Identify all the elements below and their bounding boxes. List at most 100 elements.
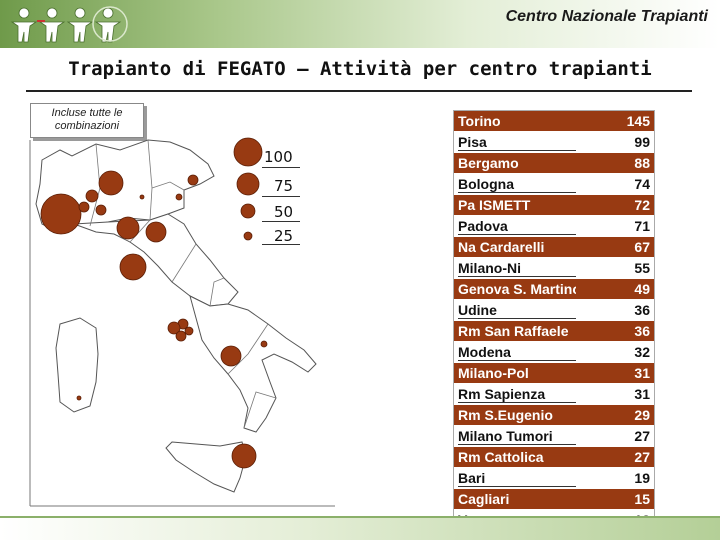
legend-label-50: 50 bbox=[274, 203, 294, 221]
center-name: Rm S.Eugenio bbox=[458, 407, 553, 423]
table-row: Modena 32 bbox=[454, 342, 654, 363]
center-name: Udine bbox=[458, 302, 576, 319]
center-value: 29 bbox=[634, 407, 650, 423]
marker-pisa bbox=[119, 253, 147, 281]
marker-brescia bbox=[139, 194, 145, 200]
map-frame bbox=[29, 140, 335, 507]
center-value: 19 bbox=[634, 470, 650, 486]
legend-circle-50 bbox=[240, 203, 256, 219]
center-value: 88 bbox=[634, 155, 650, 171]
center-value: 27 bbox=[634, 428, 650, 444]
center-name: Pisa bbox=[458, 134, 576, 151]
header-band bbox=[0, 0, 720, 48]
marker-roma-b bbox=[167, 321, 181, 335]
center-value: 72 bbox=[634, 197, 650, 213]
center-value: 32 bbox=[634, 344, 650, 360]
footer-band bbox=[0, 516, 720, 540]
marker-milano-b bbox=[85, 189, 99, 203]
center-value: 15 bbox=[634, 491, 650, 507]
center-value: 55 bbox=[634, 260, 650, 276]
table-row: Rm Sapienza 31 bbox=[454, 384, 654, 405]
center-name: Milano-Ni bbox=[458, 260, 576, 277]
center-name: Pa ISMETT bbox=[458, 197, 531, 213]
legend-label-25: 25 bbox=[274, 227, 294, 245]
center-value: 36 bbox=[634, 302, 650, 318]
table-row: Padova 71 bbox=[454, 216, 654, 237]
cnt-logo bbox=[10, 6, 128, 43]
marker-palermo bbox=[231, 443, 257, 469]
center-name: Genova S. Martino bbox=[458, 281, 576, 297]
table-row: Pa ISMETT 72 bbox=[454, 195, 654, 216]
center-name: Padova bbox=[458, 218, 576, 235]
center-name: Milano Tumori bbox=[458, 428, 576, 445]
marker-napoli bbox=[220, 345, 242, 367]
center-value: 67 bbox=[634, 239, 650, 255]
legend-circle-75 bbox=[236, 172, 260, 196]
slide-title: Trapianto di FEGATO – Attività per centr… bbox=[68, 58, 652, 80]
table-row: Pisa 99 bbox=[454, 132, 654, 153]
center-name: Rm San Raffaele bbox=[458, 323, 569, 339]
table-row: Milano-Ni 55 bbox=[454, 258, 654, 279]
table-row: Bergamo 88 bbox=[454, 153, 654, 174]
note-text: Incluse tutte le combinazioni bbox=[51, 107, 123, 132]
marker-roma-c bbox=[184, 326, 194, 336]
marker-bari bbox=[260, 340, 268, 348]
center-value: 36 bbox=[634, 323, 650, 339]
center-value: 145 bbox=[626, 113, 650, 129]
marker-torino bbox=[40, 193, 82, 235]
center-name: Rm Cattolica bbox=[458, 449, 544, 465]
table-row: Na Cardarelli 67 bbox=[454, 237, 654, 258]
legend-rule-100 bbox=[262, 167, 300, 168]
table-row: Rm S.Eugenio 29 bbox=[454, 405, 654, 426]
marker-bologna bbox=[145, 221, 167, 243]
footer-line bbox=[0, 516, 720, 518]
marker-novara bbox=[78, 201, 90, 213]
center-name: Milano-Pol bbox=[458, 365, 529, 381]
center-value: 31 bbox=[634, 365, 650, 381]
region-sardinia bbox=[55, 317, 99, 413]
note-box: Incluse tutte le combinazioni bbox=[30, 103, 144, 138]
center-name: Torino bbox=[458, 113, 501, 129]
marker-milano bbox=[98, 170, 124, 196]
center-name: Bari bbox=[458, 470, 576, 487]
region-sicily bbox=[165, 441, 247, 493]
center-value: 71 bbox=[634, 218, 650, 234]
center-value: 74 bbox=[634, 176, 650, 192]
region-south bbox=[189, 295, 317, 433]
table-row: Rm Cattolica 27 bbox=[454, 447, 654, 468]
marker-bergamo bbox=[116, 216, 140, 240]
legend-rule-75 bbox=[262, 196, 300, 197]
title-rule bbox=[26, 90, 692, 92]
center-name: Na Cardarelli bbox=[458, 239, 545, 255]
legend-symbols bbox=[233, 137, 263, 241]
center-name: Rm Sapienza bbox=[458, 386, 576, 403]
marker-milano-c bbox=[95, 204, 107, 216]
center-name: Bologna bbox=[458, 176, 576, 193]
table-row: Bari 19 bbox=[454, 468, 654, 489]
table-row: Milano Tumori 27 bbox=[454, 426, 654, 447]
table-row: Torino 145 bbox=[454, 111, 654, 132]
region-borders bbox=[57, 139, 277, 429]
legend-rule-50 bbox=[262, 221, 300, 222]
center-ranking-table: Torino 145 Pisa 99 Bergamo 88 Bologna 74 Pa … bbox=[453, 110, 655, 532]
center-name: Bergamo bbox=[458, 155, 519, 171]
center-name: Modena bbox=[458, 344, 576, 361]
marker-cagliari bbox=[76, 395, 82, 401]
legend-circle-25 bbox=[243, 231, 253, 241]
table-row: Genova S. Martino 49 bbox=[454, 279, 654, 300]
legend-label-100: 100 bbox=[264, 148, 293, 166]
table-row: Cagliari 15 bbox=[454, 489, 654, 510]
legend-circle-100 bbox=[233, 137, 263, 167]
org-title: Centro Nazionale Trapianti bbox=[505, 8, 708, 25]
italy-map bbox=[29, 137, 335, 507]
center-value: 49 bbox=[634, 281, 650, 297]
center-markers bbox=[40, 170, 268, 469]
legend-rule-25 bbox=[262, 244, 300, 245]
table-row: Rm San Raffaele 36 bbox=[454, 321, 654, 342]
marker-verona bbox=[175, 193, 183, 201]
marker-roma-d bbox=[175, 330, 187, 342]
table-row: Bologna 74 bbox=[454, 174, 654, 195]
center-value: 27 bbox=[634, 449, 650, 465]
center-value: 31 bbox=[634, 386, 650, 402]
center-name: Cagliari bbox=[458, 491, 510, 507]
